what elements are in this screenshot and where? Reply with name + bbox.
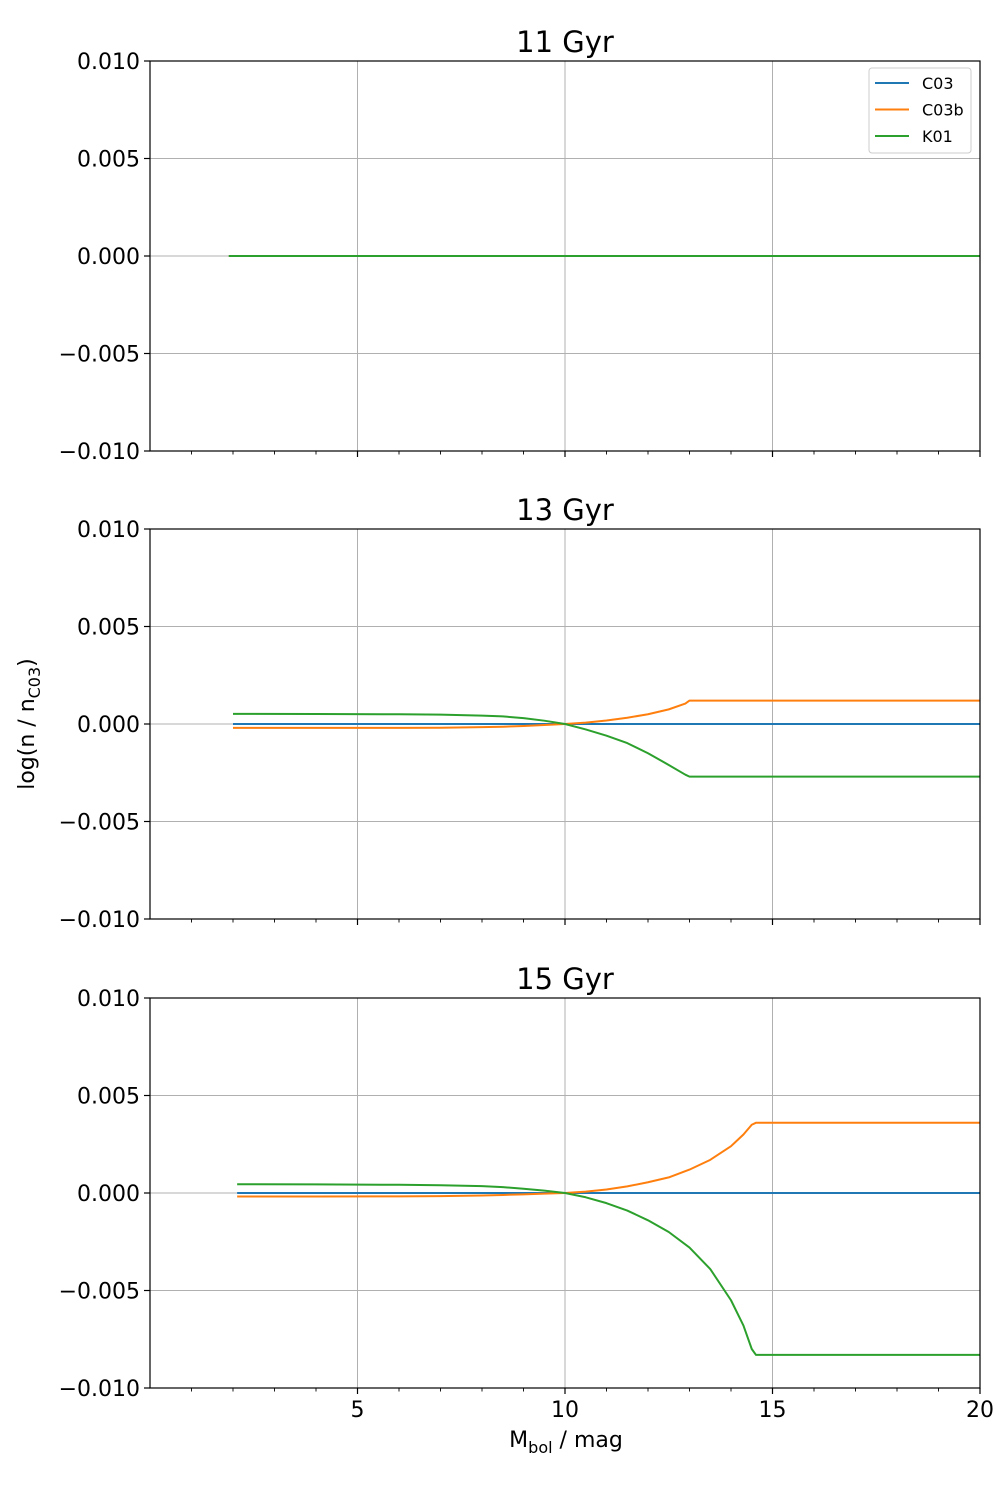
y-tick-label: −0.010 [59, 908, 140, 933]
legend-label-k01: K01 [922, 127, 953, 146]
y-axis-label: log(n / nC03) [15, 658, 44, 790]
series-lines [232, 699, 980, 778]
x-axis-label-main: M [509, 1428, 528, 1453]
y-tick-label: −0.005 [59, 343, 140, 368]
x-axis-label: Mbol / mag [509, 1428, 623, 1457]
y-tick-label: 0.005 [77, 148, 140, 173]
axes-frame [149, 60, 981, 452]
series-line-c03b [237, 1121, 980, 1198]
y-tick-label: 0.000 [77, 713, 140, 738]
y-tick-label: −0.005 [59, 1280, 140, 1305]
y-tick-label: −0.010 [59, 1377, 140, 1402]
axes-frame [149, 997, 981, 1389]
x-axis-label-subscript: bol [528, 1438, 552, 1457]
tick-labels: 0.010 0.005 0.000 −0.005 −0.010 [59, 518, 140, 933]
x-tick-label: 5 [351, 1398, 365, 1423]
y-tick-label: 0.010 [77, 518, 140, 543]
panel-title: 11 Gyr [516, 25, 614, 59]
panel-15-gyr: 5 10 15 20 0.010 0.005 0.000 −0.005 −0.010 15 Gy… [59, 962, 994, 1423]
y-tick-label: 0.000 [77, 1182, 140, 1207]
x-tick-label: 20 [966, 1398, 994, 1423]
y-tick-label: −0.010 [59, 440, 140, 465]
y-tick-label: 0.005 [77, 616, 140, 641]
x-axis-label-rest: / mag [553, 1428, 623, 1453]
series-lines [237, 1121, 980, 1356]
tick-labels: 0.010 0.005 0.000 −0.005 −0.010 [59, 50, 140, 465]
axes-frame [149, 528, 981, 920]
panel-title: 13 Gyr [516, 493, 614, 527]
legend-label-c03b: C03b [922, 101, 964, 120]
tick-labels: 5 10 15 20 0.010 0.005 0.000 −0.005 −0.010 [59, 987, 994, 1423]
y-axis-label-rest: ) [15, 658, 40, 667]
y-tick-label: 0.010 [77, 50, 140, 75]
y-tick-label: −0.005 [59, 811, 140, 836]
x-tick-label: 15 [759, 1398, 787, 1423]
x-tick-label: 10 [551, 1398, 579, 1423]
panel-title: 15 Gyr [516, 962, 614, 996]
legend: C03 C03b K01 [868, 67, 972, 154]
legend-box [868, 67, 972, 154]
y-axis-label-subscript: C03 [25, 667, 44, 699]
y-tick-label: 0.000 [77, 245, 140, 270]
series-line-k01 [232, 712, 980, 778]
y-tick-label: 0.005 [77, 1085, 140, 1110]
y-axis-label-main: log(n / n [15, 698, 40, 789]
y-tick-label: 0.010 [77, 987, 140, 1012]
tick-marks [144, 60, 981, 457]
series-line-k01 [237, 1183, 980, 1356]
legend-label-c03: C03 [922, 74, 954, 93]
panel-13-gyr: 0.010 0.005 0.000 −0.005 −0.010 13 Gyr [59, 493, 981, 933]
